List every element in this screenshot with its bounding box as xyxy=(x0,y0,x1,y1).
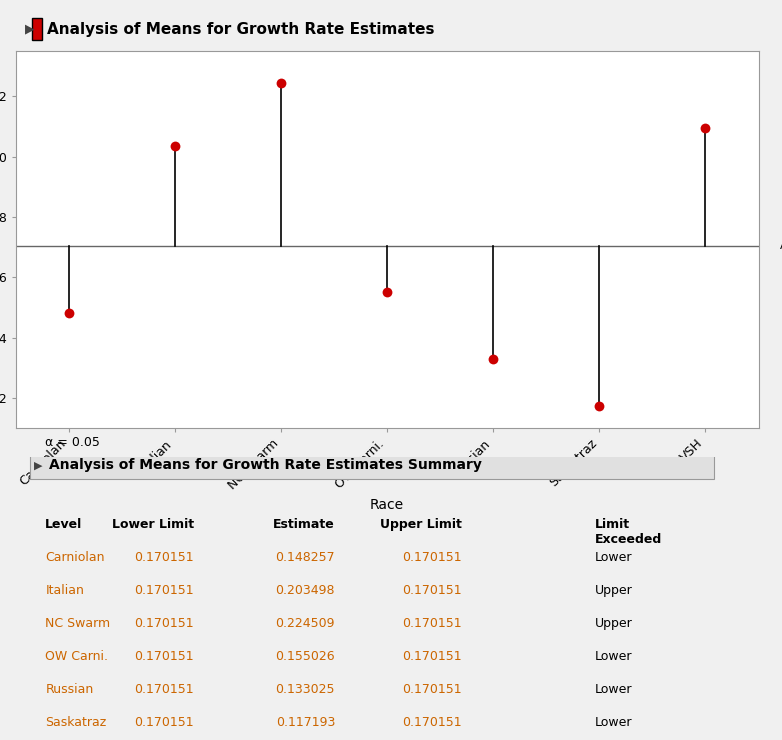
Text: 0.170151: 0.170151 xyxy=(402,650,461,663)
Text: 0.148257: 0.148257 xyxy=(275,551,335,564)
Text: 0.203498: 0.203498 xyxy=(275,584,335,596)
Text: NC Swarm: NC Swarm xyxy=(45,617,110,630)
Text: 0.170151: 0.170151 xyxy=(402,584,461,596)
Text: 0.170151: 0.170151 xyxy=(135,617,194,630)
Point xyxy=(487,353,500,365)
Text: Russian: Russian xyxy=(45,683,94,696)
X-axis label: Race: Race xyxy=(370,498,404,512)
Text: Italian: Italian xyxy=(45,584,84,596)
Text: Upper: Upper xyxy=(595,617,633,630)
Text: 0.170151: 0.170151 xyxy=(135,716,194,729)
Point xyxy=(381,286,393,298)
Text: Lower: Lower xyxy=(595,650,633,663)
Text: ▶: ▶ xyxy=(24,23,34,36)
FancyBboxPatch shape xyxy=(32,18,41,40)
Text: OW Carni.: OW Carni. xyxy=(45,650,109,663)
Text: Lower: Lower xyxy=(595,551,633,564)
Text: Lower: Lower xyxy=(595,716,633,729)
Text: 0.224509: 0.224509 xyxy=(275,617,335,630)
Text: 0.117193: 0.117193 xyxy=(276,716,335,729)
Text: Level: Level xyxy=(45,518,83,531)
Text: Upper: Upper xyxy=(595,584,633,596)
Text: 0.170151: 0.170151 xyxy=(135,584,194,596)
Text: ▶: ▶ xyxy=(34,460,43,471)
Point xyxy=(699,122,712,134)
Text: Lower: Lower xyxy=(595,683,633,696)
Text: Estimate: Estimate xyxy=(274,518,335,531)
Text: Upper Limit: Upper Limit xyxy=(379,518,461,531)
Point xyxy=(169,140,181,152)
Text: 0.133025: 0.133025 xyxy=(275,683,335,696)
Text: 0.170151: 0.170151 xyxy=(135,650,194,663)
Text: 0.170151: 0.170151 xyxy=(135,551,194,564)
Text: 0.170151: 0.170151 xyxy=(402,716,461,729)
Text: Saskatraz: Saskatraz xyxy=(45,716,106,729)
Text: Avg. = 0.1702: Avg. = 0.1702 xyxy=(780,241,782,252)
Text: 0.170151: 0.170151 xyxy=(402,617,461,630)
Text: 0.170151: 0.170151 xyxy=(135,683,194,696)
Text: 0.155026: 0.155026 xyxy=(275,650,335,663)
Text: 0.170151: 0.170151 xyxy=(402,551,461,564)
Text: Analysis of Means for Growth Rate Estimates Summary: Analysis of Means for Growth Rate Estima… xyxy=(49,458,482,472)
FancyBboxPatch shape xyxy=(30,451,714,479)
Text: Limit
Exceeded: Limit Exceeded xyxy=(595,518,662,545)
Text: Analysis of Means for Growth Rate Estimates: Analysis of Means for Growth Rate Estima… xyxy=(47,21,434,37)
Text: Carniolan: Carniolan xyxy=(45,551,105,564)
Point xyxy=(63,306,75,318)
Text: 0.170151: 0.170151 xyxy=(402,683,461,696)
Text: α = 0.05: α = 0.05 xyxy=(45,436,100,449)
Text: Lower Limit: Lower Limit xyxy=(112,518,194,531)
Point xyxy=(274,77,287,89)
Point xyxy=(593,400,605,412)
